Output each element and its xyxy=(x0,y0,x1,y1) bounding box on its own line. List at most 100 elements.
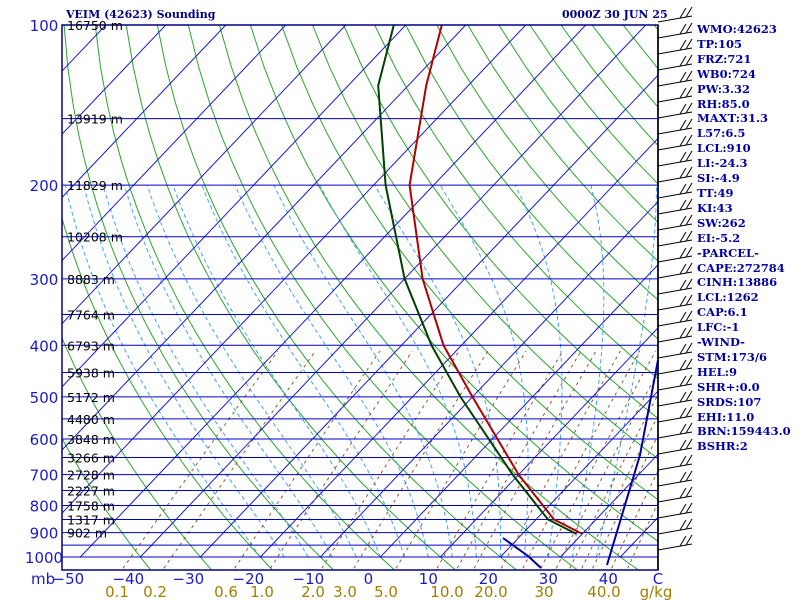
index-entry: CAPE:272784 xyxy=(697,260,785,275)
mixing-ratio-line xyxy=(592,434,658,569)
pressure-tick-label: 100 xyxy=(30,17,59,35)
dry-adiabat xyxy=(405,25,658,340)
isotherm xyxy=(379,264,658,558)
wind-barb xyxy=(657,86,693,103)
temperature-tick-label: 10 xyxy=(419,570,438,588)
isotherm xyxy=(559,453,658,558)
isotherm xyxy=(319,200,658,558)
temperature-tick-label: 40 xyxy=(599,570,618,588)
wind-barb xyxy=(657,198,693,215)
mixing-ratio-line xyxy=(611,469,658,569)
temperature-tick-label: 0 xyxy=(364,570,374,588)
mixing-ratio-line xyxy=(436,350,564,569)
height-label: 7764 m xyxy=(67,307,115,322)
index-entry: WB0:724 xyxy=(697,66,756,81)
wind-barb xyxy=(657,22,693,39)
wind-barb xyxy=(657,470,693,487)
mixing-ratio-line xyxy=(234,350,381,569)
pressure-tick-label: 700 xyxy=(30,467,59,485)
mixing-ratio-line xyxy=(122,350,279,569)
index-entry: EI:-5.2 xyxy=(697,230,741,245)
mixing-ratio-tick-label: 1.0 xyxy=(250,583,274,600)
pressure-tick-label: 200 xyxy=(30,177,59,195)
wind-barb xyxy=(657,374,693,391)
wind-barb xyxy=(657,182,693,199)
wind-barb xyxy=(657,502,693,519)
index-entry: EHI:11.0 xyxy=(697,409,755,424)
height-label: 6793 m xyxy=(67,338,115,353)
height-label: 4480 m xyxy=(67,412,115,427)
index-entry: TT:49 xyxy=(697,185,734,200)
wind-barb xyxy=(657,534,693,551)
dry-adiabat xyxy=(436,25,658,301)
index-entry: BRN:159443.0 xyxy=(697,424,791,439)
wind-barb xyxy=(657,246,693,263)
index-entry: -PARCEL- xyxy=(697,245,759,260)
temperature-tick-label: −30 xyxy=(173,570,205,588)
mixing-ratio-tick-label: g/kg xyxy=(640,583,673,600)
mixing-ratio-line xyxy=(540,350,657,569)
isotherm xyxy=(139,25,647,558)
index-entry: SW:262 xyxy=(697,215,746,230)
isotherm xyxy=(62,25,167,135)
isotherm xyxy=(62,25,467,451)
height-label: 16750 m xyxy=(67,18,123,33)
index-entry: CINH:13886 xyxy=(697,275,778,290)
height-label: 1758 m xyxy=(67,498,115,513)
wind-barb xyxy=(657,390,693,407)
temperature-tick-label: −10 xyxy=(293,570,325,588)
isotherm xyxy=(62,25,287,262)
height-label: 3266 m xyxy=(67,450,115,465)
wind-barb xyxy=(657,326,693,343)
thermo-grid xyxy=(62,25,658,570)
wind-barb xyxy=(657,150,693,167)
index-entry: HEL:9 xyxy=(697,364,737,379)
temperature-tick-label: −50 xyxy=(53,570,85,588)
sounding-datetime: 0000Z 30 JUN 25 xyxy=(562,8,668,21)
pressure-tick-label: 600 xyxy=(30,431,59,449)
index-entry: SI:-4.9 xyxy=(697,171,740,186)
index-entry: LCL:1262 xyxy=(697,290,759,305)
plot-frame xyxy=(61,24,659,571)
pressure-unit-label: mb xyxy=(31,570,55,588)
index-entry: -WIND- xyxy=(697,335,745,350)
index-entry: PW:3.32 xyxy=(697,81,751,96)
mixing-ratio-line xyxy=(500,350,621,569)
index-entry: LFC:-1 xyxy=(697,320,740,335)
isotherm xyxy=(62,25,527,514)
wind-barb xyxy=(657,294,693,311)
wind-barb xyxy=(657,166,693,183)
mixing-ratio-line xyxy=(569,393,658,569)
moist-adiabat xyxy=(234,184,429,558)
pressure-tick-label: 900 xyxy=(30,525,59,543)
index-entry: KI:43 xyxy=(697,200,733,215)
height-label: 5172 m xyxy=(67,390,115,405)
mixing-ratio-tick-label: 5.0 xyxy=(374,583,398,600)
mixing-ratio-line xyxy=(473,350,597,569)
height-label: 5938 m xyxy=(67,366,115,381)
dry-adiabat xyxy=(467,25,658,262)
isotherm xyxy=(499,390,658,558)
mixing-ratio-tick-label: 30 xyxy=(534,583,553,600)
mixing-ratio-line xyxy=(269,350,413,569)
index-entry: RH:85.0 xyxy=(697,96,750,111)
wind-barb xyxy=(657,342,693,359)
isotherm xyxy=(62,25,407,388)
mixing-ratio-tick-label: 0.1 xyxy=(105,583,129,600)
moist-adiabat xyxy=(571,184,605,558)
mixing-ratio-line xyxy=(555,370,658,569)
moist-adiabat xyxy=(146,184,357,558)
pressure-tick-label: 300 xyxy=(30,271,59,289)
height-label: 8883 m xyxy=(67,272,115,287)
mixing-ratio-tick-label: 0.6 xyxy=(214,583,238,600)
wind-barb xyxy=(657,134,693,151)
index-entry: FRZ:721 xyxy=(697,51,752,66)
wind-barb xyxy=(657,6,693,23)
height-label: 11829 m xyxy=(67,178,123,193)
wind-barb xyxy=(657,278,693,295)
temperature-tick-label: −20 xyxy=(233,570,265,588)
temperature-tick-label: −40 xyxy=(113,570,145,588)
wind-barb xyxy=(657,118,693,135)
pressure-tick-label: 500 xyxy=(30,389,59,407)
